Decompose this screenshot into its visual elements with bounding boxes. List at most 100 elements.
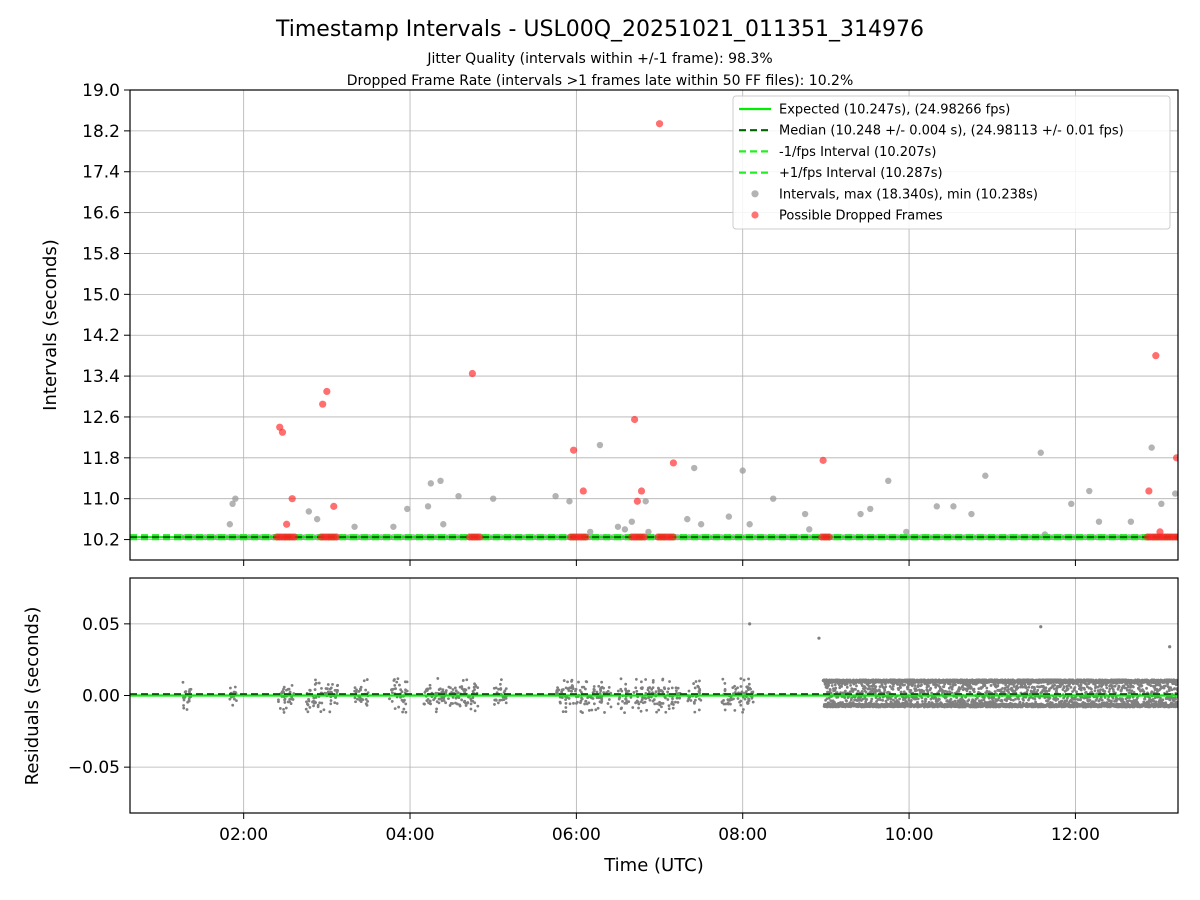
residual-point: [1035, 691, 1038, 694]
residual-point: [972, 690, 976, 694]
dropped-frame-point: [655, 120, 664, 128]
residual-point: [870, 689, 874, 693]
residual-point: [435, 707, 439, 711]
chart-subtitle-jitter: Jitter Quality (intervals within +/-1 fr…: [426, 51, 772, 67]
residual-point: [228, 697, 232, 701]
residual-point: [734, 687, 738, 691]
interval-point: [313, 515, 321, 523]
residual-point: [323, 691, 327, 695]
dropped-frame-point: [283, 520, 291, 528]
residual-point: [889, 697, 893, 701]
residual-point: [903, 683, 906, 687]
residual-point: [185, 708, 189, 711]
residual-point: [827, 683, 831, 687]
residual-point: [723, 708, 727, 712]
residual-point: [674, 700, 677, 704]
residual-point: [282, 687, 285, 691]
residual-point: [926, 690, 930, 694]
residual-point: [667, 704, 671, 708]
residual-point: [934, 685, 938, 689]
residual-point: [233, 697, 236, 701]
interval-point: [232, 495, 239, 502]
top-ytick-label-1: 11.0: [82, 490, 120, 510]
residual-point: [676, 686, 680, 690]
residual-point: [403, 680, 407, 684]
residual-point: [906, 685, 910, 689]
dropped-frame-point: [1173, 454, 1178, 462]
residual-point: [728, 702, 732, 706]
residual-point: [499, 687, 503, 691]
residual-point: [584, 699, 588, 703]
residual-point: [570, 684, 574, 687]
residual-point: [1000, 699, 1004, 703]
residual-point: [428, 686, 432, 690]
residual-point: [873, 692, 877, 696]
residual-point: [447, 697, 450, 701]
residual-point: [390, 699, 394, 703]
residual-point: [453, 686, 457, 690]
residual-point: [317, 681, 321, 685]
interval-point: [684, 515, 691, 523]
residual-point: [451, 695, 455, 699]
residual-point: [869, 700, 873, 703]
residual-point: [364, 702, 368, 706]
residual-point: [582, 685, 586, 689]
residual-point: [314, 681, 318, 685]
residual-point: [1005, 697, 1009, 701]
residual-point: [829, 699, 833, 703]
residual-point: [878, 698, 882, 702]
residual-point: [693, 710, 697, 714]
residual-point: [498, 682, 502, 686]
residual-point: [318, 701, 322, 705]
residual-point: [881, 698, 885, 702]
bottom-xtick-label-0: 02:00: [219, 825, 268, 845]
residual-point: [365, 678, 369, 681]
residual-point: [574, 689, 577, 693]
residual-point: [864, 686, 867, 690]
residual-point: [699, 698, 703, 702]
residual-point: [1103, 696, 1107, 699]
residual-point: [322, 708, 326, 712]
residual-point: [1105, 686, 1109, 690]
residual-point: [892, 698, 895, 702]
residual-point: [723, 688, 727, 691]
residual-point: [634, 686, 638, 690]
residual-point: [843, 689, 847, 693]
residual-point: [635, 689, 639, 693]
residual-point: [592, 685, 596, 688]
residual-point: [404, 710, 408, 714]
residual-point: [1033, 687, 1037, 691]
residual-point: [865, 698, 869, 701]
residual-point: [876, 698, 880, 701]
residual-point: [306, 703, 310, 707]
residual-point: [674, 686, 678, 690]
residual-point: [958, 687, 962, 691]
residual-point: [566, 680, 569, 684]
interval-point: [390, 523, 397, 530]
top-plot-frame: [129, 89, 1179, 561]
interval-point: [903, 528, 910, 536]
residual-point: [463, 699, 467, 703]
residual-point: [390, 688, 394, 691]
residual-point: [291, 698, 295, 701]
residual-point: [936, 699, 939, 703]
residual-point: [634, 677, 638, 681]
residual-point: [1084, 690, 1088, 694]
residual-point: [283, 701, 287, 704]
residual-point: [996, 698, 1000, 702]
residual-point: [843, 696, 847, 700]
residual-point: [983, 696, 986, 699]
dropped-frame-point: [569, 446, 578, 454]
dropped-frame-point: [633, 497, 641, 505]
residual-point: [1079, 698, 1082, 702]
residual-point: [314, 696, 318, 699]
residual-point: [750, 691, 754, 694]
residual-point: [970, 686, 973, 690]
residual-point: [1108, 687, 1112, 691]
residual-point: [975, 696, 979, 700]
interval-point: [968, 510, 975, 518]
residual-point: [393, 707, 397, 711]
residual-point: [840, 685, 844, 688]
residual-point: [1036, 688, 1040, 692]
residual-point: [625, 699, 629, 703]
